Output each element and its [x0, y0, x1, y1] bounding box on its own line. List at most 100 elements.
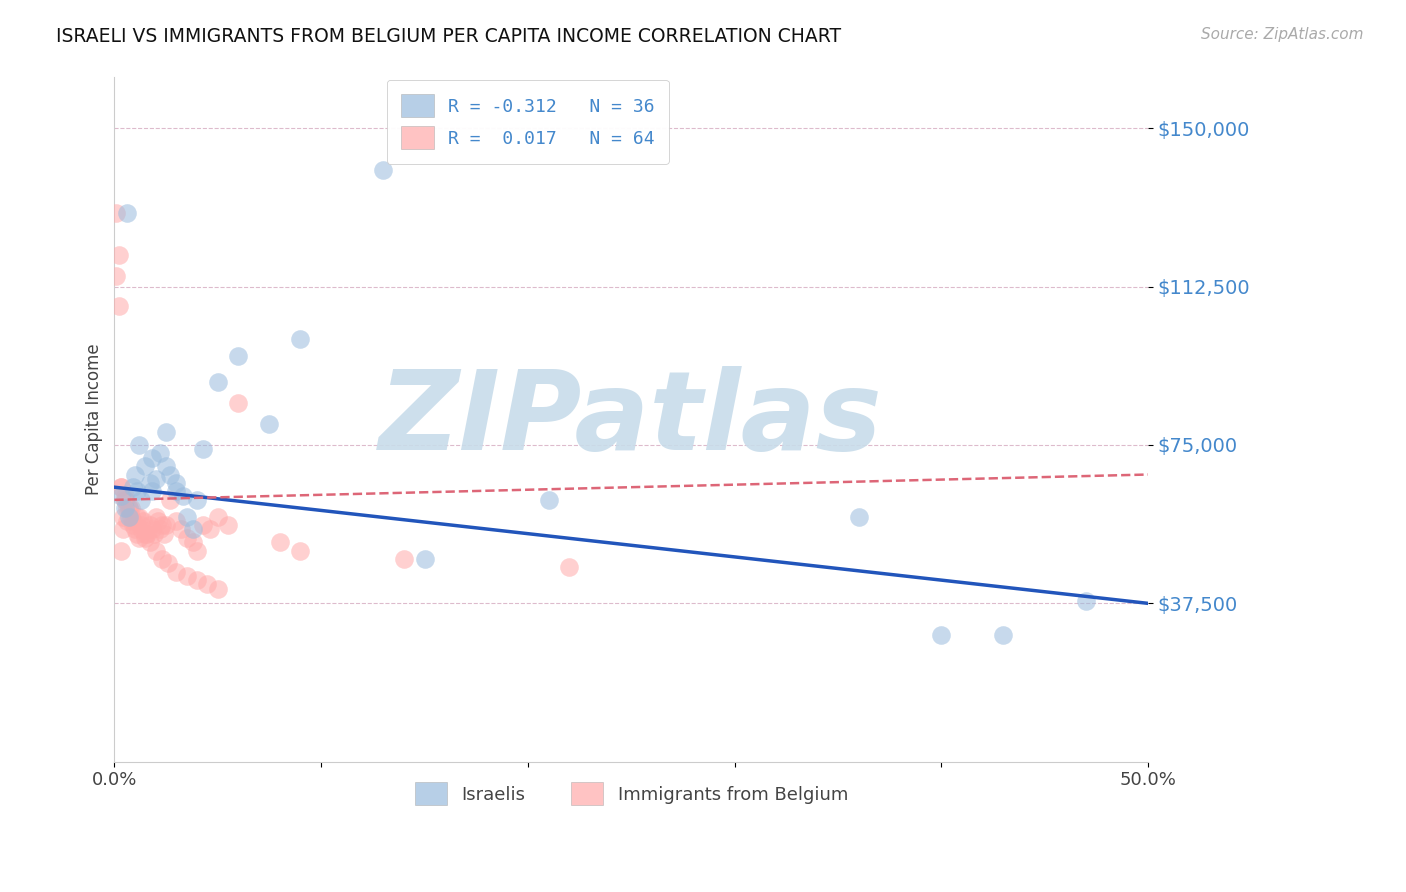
Point: [155, 459, 177, 474]
Point: [165, 484, 187, 499]
Text: ISRAELI VS IMMIGRANTS FROM BELGIUM PER CAPITA INCOME CORRELATION CHART: ISRAELI VS IMMIGRANTS FROM BELGIUM PER C…: [56, 27, 841, 45]
Point: [111, 523, 134, 537]
Point: [115, 501, 138, 516]
Point: [413, 552, 436, 566]
Point: [138, 535, 160, 549]
Point: [165, 565, 187, 579]
Y-axis label: Per Capita Income: Per Capita Income: [86, 343, 103, 495]
Point: [149, 446, 172, 460]
Legend: Israelis, Immigrants from Belgium: Israelis, Immigrants from Belgium: [405, 773, 858, 814]
Point: [134, 526, 156, 541]
Point: [105, 268, 128, 283]
Point: [118, 501, 141, 516]
Point: [290, 332, 312, 346]
Point: [176, 531, 198, 545]
Point: [217, 518, 239, 533]
Point: [157, 556, 180, 570]
Point: [107, 248, 129, 262]
Point: [176, 509, 198, 524]
Point: [132, 514, 155, 528]
Point: [127, 509, 149, 524]
Point: [169, 523, 191, 537]
Point: [146, 514, 169, 528]
Point: [186, 543, 208, 558]
Point: [122, 480, 145, 494]
Point: [110, 543, 132, 558]
Point: [228, 349, 250, 363]
Point: [186, 492, 208, 507]
Point: [110, 489, 132, 503]
Point: [111, 509, 134, 524]
Point: [165, 514, 187, 528]
Point: [207, 509, 229, 524]
Point: [153, 526, 176, 541]
Point: [149, 523, 172, 537]
Point: [848, 509, 870, 524]
Point: [129, 523, 152, 537]
Point: [134, 531, 156, 545]
Point: [128, 438, 150, 452]
Point: [124, 467, 146, 482]
Point: [145, 543, 167, 558]
Point: [107, 299, 129, 313]
Point: [155, 518, 177, 533]
Point: [290, 543, 312, 558]
Point: [269, 535, 291, 549]
Point: [537, 492, 560, 507]
Point: [120, 501, 142, 516]
Point: [197, 577, 219, 591]
Point: [172, 489, 194, 503]
Point: [198, 523, 221, 537]
Point: [193, 442, 215, 457]
Point: [150, 518, 173, 533]
Point: [114, 489, 136, 503]
Point: [127, 526, 149, 541]
Point: [122, 514, 145, 528]
Point: [207, 375, 229, 389]
Point: [115, 205, 138, 219]
Point: [186, 573, 208, 587]
Point: [142, 526, 165, 541]
Point: [373, 163, 395, 178]
Point: [114, 492, 136, 507]
Point: [207, 582, 229, 596]
Point: [141, 523, 163, 537]
Point: [120, 509, 142, 524]
Point: [181, 523, 204, 537]
Point: [128, 531, 150, 545]
Point: [118, 509, 141, 524]
Point: [118, 501, 141, 516]
Point: [114, 492, 136, 507]
Point: [150, 552, 173, 566]
Point: [105, 205, 128, 219]
Point: [993, 628, 1015, 642]
Point: [110, 480, 132, 494]
Point: [145, 509, 167, 524]
Point: [1074, 594, 1097, 608]
Point: [193, 518, 215, 533]
Point: [127, 484, 149, 499]
Point: [138, 518, 160, 533]
Point: [159, 467, 181, 482]
Point: [176, 569, 198, 583]
Point: [122, 518, 145, 533]
Point: [128, 509, 150, 524]
Point: [155, 425, 177, 440]
Point: [159, 492, 181, 507]
Point: [134, 459, 156, 474]
Point: [129, 518, 152, 533]
Point: [181, 535, 204, 549]
Point: [110, 480, 132, 494]
Point: [165, 475, 187, 490]
Point: [124, 523, 146, 537]
Point: [136, 526, 159, 541]
Point: [114, 501, 136, 516]
Point: [138, 475, 160, 490]
Point: [259, 417, 281, 431]
Point: [558, 560, 581, 574]
Point: [129, 492, 152, 507]
Text: Source: ZipAtlas.com: Source: ZipAtlas.com: [1201, 27, 1364, 42]
Point: [931, 628, 953, 642]
Point: [115, 514, 138, 528]
Point: [228, 395, 250, 409]
